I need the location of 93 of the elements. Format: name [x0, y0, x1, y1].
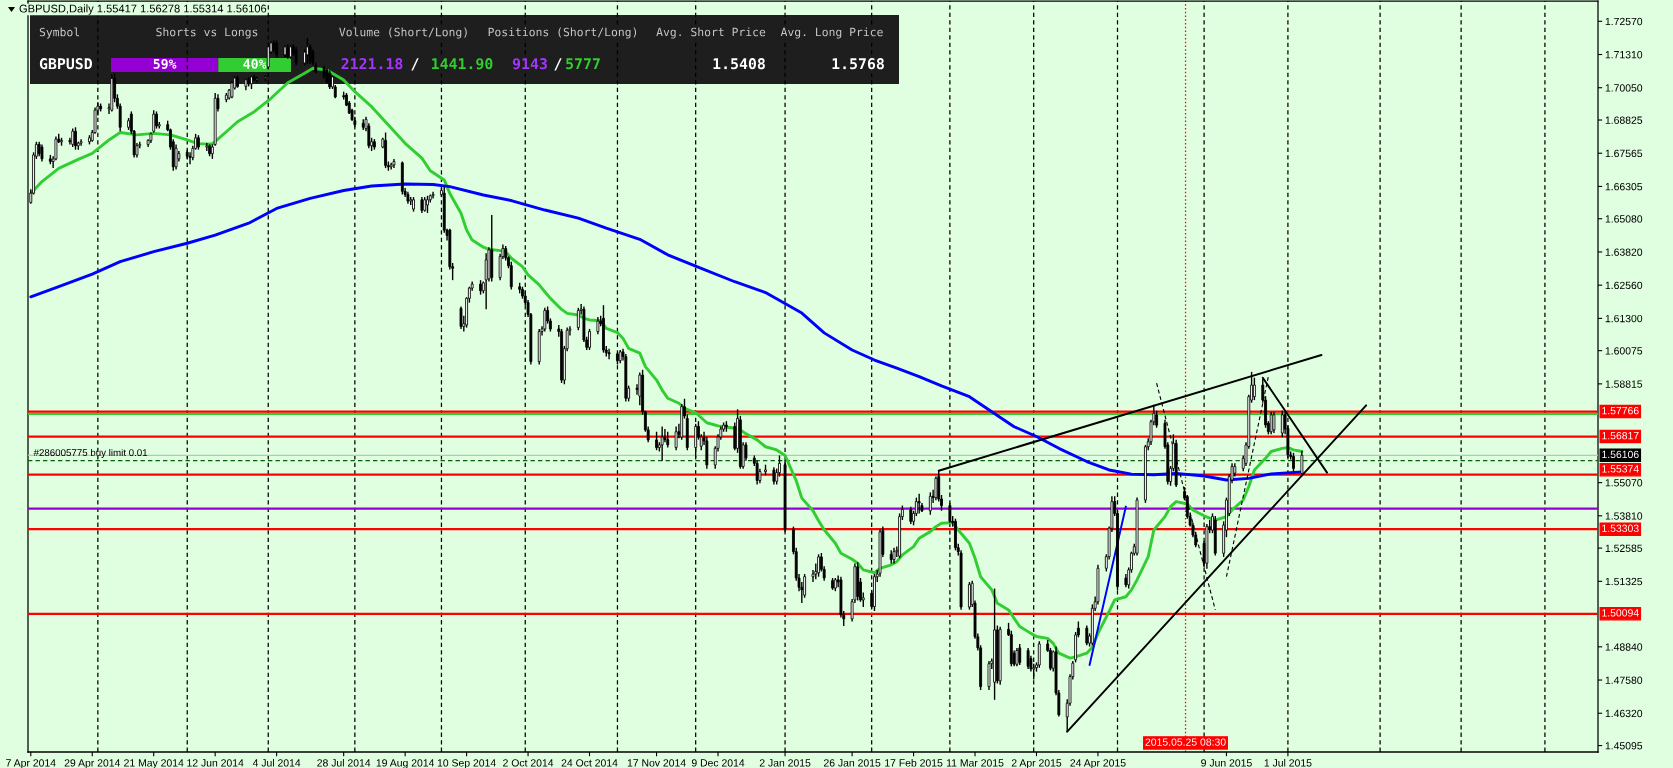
annotation: 1.5768 [832, 58, 884, 70]
x-tick-label: 17 Nov 2014 [627, 759, 686, 767]
candlestick [968, 581, 971, 611]
y-tick-label: 1.58815 [1605, 380, 1643, 388]
candlestick [705, 436, 709, 470]
y-tick-label: 1.71310 [1605, 51, 1643, 59]
annotation: GBPUSD [39, 58, 93, 70]
ref-line-label: 1.56817 [1602, 431, 1639, 440]
candlestick [1252, 376, 1256, 401]
annotation: 2121.18 [341, 58, 403, 70]
candlestick [1018, 643, 1022, 666]
ref-line-label: 1.55374 [1602, 465, 1639, 473]
candlestick [764, 463, 767, 476]
x-tick-label: 2 Apr 2015 [1011, 759, 1062, 768]
candlestick [1300, 450, 1304, 477]
y-tick-label: 1.67565 [1605, 149, 1643, 158]
ref-line-label: 1.57766 [1602, 406, 1639, 415]
x-tick-label: 9 Jun 2015 [1201, 759, 1252, 767]
candlestick [803, 573, 807, 599]
y-tick-label: 1.48840 [1605, 643, 1643, 651]
y-tick-label: 1.65080 [1605, 215, 1643, 223]
x-tick-label: 2 Oct 2014 [503, 759, 554, 767]
annotation: / [411, 58, 419, 71]
candlestick [831, 577, 834, 591]
x-tick-label: 26 Jan 2015 [823, 759, 881, 767]
ref-line-label: 2015.05.25 08:30 [1145, 738, 1226, 746]
candlestick [459, 305, 463, 330]
annotation: Avg. Short Price [656, 27, 766, 39]
ref-line-label: 1.53303 [1602, 524, 1639, 532]
candlestick [817, 553, 821, 578]
x-tick-label: 24 Apr 2015 [1070, 759, 1126, 768]
chart-title: GBPUSD,Daily 1.55417 1.56278 1.55314 1.56106 [19, 4, 267, 15]
annotation: Shorts vs Longs [156, 27, 258, 39]
annotation: 1.5408 [713, 58, 765, 70]
x-tick-label: 7 Apr 2014 [6, 759, 56, 768]
candlestick [934, 475, 938, 501]
annotation: 9143 [512, 58, 547, 70]
y-tick-label: 1.63820 [1605, 248, 1643, 256]
y-tick-label: 1.51325 [1605, 577, 1643, 586]
x-tick-label: 17 Feb 2015 [885, 758, 943, 767]
data-label: 40% [243, 58, 267, 69]
candlestick [954, 518, 957, 552]
x-tick-label: 4 Jul 2014 [252, 758, 301, 767]
candlestick [60, 137, 63, 147]
x-tick-label: 1 Jul 2015 [1264, 758, 1312, 767]
annotation: 1441.90 [432, 58, 493, 70]
candlestick [88, 134, 91, 146]
candlestick [1085, 624, 1089, 646]
candlestick [560, 328, 563, 384]
x-tick-label: 24 Oct 2014 [561, 759, 618, 767]
x-tick-label: 28 Jul 2014 [317, 758, 371, 767]
ref-line-label: #286005775 buy limit 0.01 [33, 448, 148, 458]
y-tick-label: 1.47580 [1605, 676, 1643, 684]
y-tick-label: 1.68825 [1605, 116, 1643, 124]
ref-line-label: 1.56106 [1602, 450, 1639, 459]
candlestick [1272, 411, 1276, 434]
x-tick-label: 19 Aug 2014 [376, 759, 435, 768]
annotation: 5777 [566, 58, 600, 70]
y-tick-label: 1.70050 [1605, 84, 1643, 92]
y-tick-label: 1.62560 [1605, 281, 1643, 290]
candlestick [1026, 647, 1030, 670]
x-tick-label: 9 Dec 2014 [691, 759, 745, 767]
data-label: 59% [153, 58, 177, 69]
y-tick-label: 1.46320 [1605, 709, 1643, 718]
y-tick-label: 1.55070 [1605, 479, 1643, 487]
y-tick-label: 1.60075 [1605, 347, 1643, 355]
x-tick-label: 12 Jun 2014 [187, 759, 244, 767]
y-tick-label: 1.61300 [1605, 314, 1643, 323]
x-tick-label: 21 May 2014 [124, 759, 184, 768]
y-tick-label: 1.52585 [1605, 544, 1643, 552]
y-tick-label: 1.72570 [1605, 17, 1643, 26]
candlestick [674, 425, 678, 451]
candlestick [127, 117, 130, 131]
y-tick-label: 1.45095 [1605, 742, 1643, 750]
ref-line-label: 1.50094 [1602, 609, 1639, 617]
candlestick [987, 660, 991, 691]
annotation: / [554, 58, 562, 71]
candlestick [576, 307, 580, 331]
annotation: Symbol [39, 27, 80, 39]
x-tick-label: 11 Mar 2015 [946, 759, 1004, 767]
candlestick [928, 491, 932, 516]
y-tick-label: 1.66305 [1605, 182, 1643, 191]
x-tick-label: 2 Jan 2015 [759, 759, 811, 767]
annotation: Volume (Short/Long) [339, 27, 467, 39]
y-tick-label: 1.53810 [1605, 512, 1643, 520]
candlestick [479, 279, 482, 296]
candlestick [655, 431, 658, 451]
annotation: Avg. Long Price [780, 27, 883, 39]
annotation: Positions (Short/Long) [488, 27, 637, 39]
x-tick-label: 10 Sep 2014 [437, 759, 496, 768]
candlestick [733, 421, 737, 451]
x-tick-label: 29 Apr 2014 [64, 759, 121, 768]
candlestick [1037, 640, 1041, 669]
